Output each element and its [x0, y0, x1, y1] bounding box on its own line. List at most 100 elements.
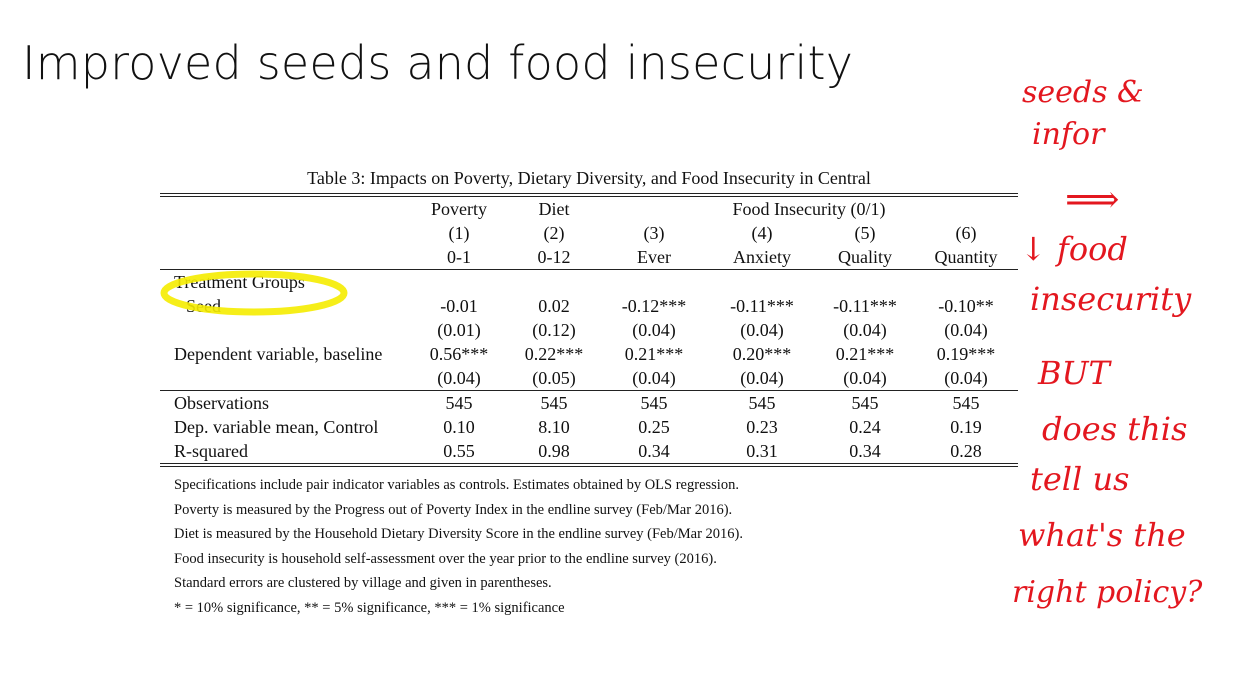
table-row: (0.04) (0.05) (0.04) (0.04) (0.04) (0.04)	[160, 366, 1018, 391]
note-line: Specifications include pair indicator va…	[174, 477, 739, 493]
table-cell: 545	[816, 390, 914, 415]
table-caption: Table 3: Impacts on Poverty, Dietary Div…	[307, 168, 871, 188]
table-cell: 0.21***	[835, 344, 895, 364]
header-subhead: Ever	[637, 247, 671, 267]
table-row: (0.01) (0.12) (0.04) (0.04) (0.04) (0.04)	[160, 318, 1018, 342]
handwritten-annotation: seeds & infor ⟹ ↓ food insecurity BUT do…	[1012, 75, 1203, 610]
table-cell: -0.11***	[833, 296, 897, 316]
annotation-line: right policy?	[1012, 575, 1203, 610]
table-cell: 0.56***	[429, 344, 489, 364]
table-cell: 0.24	[849, 417, 881, 437]
table-cell: 0.02	[538, 296, 570, 316]
row-label	[160, 366, 410, 391]
table-cell: 0.19***	[936, 344, 996, 364]
note-line: Diet is measured by the Household Dietar…	[174, 526, 743, 542]
header-group-diet: Diet	[538, 199, 570, 219]
header-blank	[160, 197, 410, 221]
table-cell: (0.04)	[740, 368, 784, 388]
header-row-groups: Poverty Diet Food Insecurity (0/1)	[160, 197, 1018, 221]
table-cell: (0.04)	[437, 368, 481, 388]
results-table: Table 3: Impacts on Poverty, Dietary Div…	[160, 168, 1018, 620]
table-cell: (0.12)	[532, 320, 576, 340]
table-cell: -0.11***	[730, 296, 794, 316]
note-line: Food insecurity is household self-assess…	[174, 550, 717, 567]
table-cell: -0.12***	[621, 296, 687, 316]
table-row: Dependent variable, baseline 0.56*** 0.22*…	[160, 342, 1018, 366]
table-cell: 0.31	[746, 441, 778, 461]
header-subhead: Anxiety	[733, 247, 791, 267]
table-notes: Specifications include pair indicator va…	[160, 473, 1018, 620]
note-line: * = 10% significance, ** = 5% significan…	[174, 599, 565, 616]
row-label: Dep. variable mean, Control	[174, 417, 379, 437]
table-cell: 0.55	[443, 441, 475, 461]
header-row-numbers: (1) (2) (3) (4) (5) (6)	[160, 221, 1018, 245]
header-group-poverty: Poverty	[431, 199, 487, 219]
row-label	[160, 318, 410, 342]
header-number: (1)	[448, 223, 470, 243]
table-cell: 0.19	[950, 417, 982, 437]
row-label: Seed	[186, 296, 221, 316]
header-number: (5)	[854, 223, 876, 243]
table-body: Seed -0.01 0.02 -0.12*** -0.11*** -0.11*** -0.…	[160, 294, 1018, 463]
table-cell: (0.04)	[843, 320, 887, 340]
table-cell: (0.04)	[944, 368, 988, 388]
section-row: Treatment Groups	[160, 269, 1018, 294]
annotation-arrow: ⟹	[1065, 177, 1119, 221]
table-cell: 0.23	[746, 417, 778, 437]
table-cell: -0.01	[440, 296, 478, 316]
header-number: (2)	[543, 223, 565, 243]
top-double-rule	[160, 193, 1018, 197]
table-cell: (0.04)	[632, 368, 676, 388]
section-label: Treatment Groups	[160, 269, 1018, 294]
table-row: Seed -0.01 0.02 -0.12*** -0.11*** -0.11*** -0.…	[160, 294, 1018, 318]
table-cell: -0.10**	[938, 296, 994, 316]
table-row: Observations 545 545 545 545 545 545	[160, 390, 1018, 415]
annotation-line: BUT	[1037, 354, 1112, 392]
annotation-line: tell us	[1030, 460, 1129, 498]
table-cell: 0.28	[950, 441, 982, 461]
annotation-line: infor	[1032, 117, 1106, 152]
annotation-line: what's the	[1018, 516, 1186, 554]
annotation-line: insecurity	[1030, 280, 1192, 318]
table-cell: 0.20***	[732, 344, 792, 364]
row-label: Observations	[160, 390, 410, 415]
table-cell: 0.21***	[624, 344, 684, 364]
annotation-line: does this	[1042, 410, 1187, 448]
note-line: Poverty is measured by the Progress out …	[174, 501, 733, 518]
table-cell: 545	[914, 390, 1018, 415]
table-cell: 545	[508, 390, 600, 415]
table-cell: (0.04)	[740, 320, 784, 340]
table-cell: 0.34	[849, 441, 881, 461]
header-group-food-insecurity: Food Insecurity (0/1)	[732, 199, 886, 219]
table-cell: (0.04)	[843, 368, 887, 388]
table-cell: (0.01)	[437, 320, 481, 340]
header-subhead: Quality	[838, 247, 892, 267]
table-row: R-squared 0.55 0.98 0.34 0.31 0.34 0.28	[160, 439, 1018, 463]
bottom-double-rule	[160, 463, 1018, 467]
table-cell: 0.98	[538, 441, 570, 461]
table-cell: 0.22***	[524, 344, 584, 364]
header-subhead: 0-12	[537, 247, 571, 267]
table-cell: 0.25	[638, 417, 670, 437]
header-number: (4)	[751, 223, 773, 243]
note-line: Standard errors are clustered by village…	[174, 575, 552, 591]
annotation-line: seeds &	[1022, 75, 1144, 110]
table-cell: 545	[708, 390, 816, 415]
table-row: Dep. variable mean, Control 0.10 8.10 0.25 0…	[160, 415, 1018, 439]
row-label: R-squared	[174, 441, 248, 461]
row-label: Dependent variable, baseline	[174, 344, 383, 364]
table-cell: (0.04)	[944, 320, 988, 340]
table-cell: 545	[600, 390, 708, 415]
annotation-line: ↓ food	[1020, 230, 1128, 268]
table-cell: (0.05)	[532, 368, 576, 388]
header-row-subheads: 0-1 0-12 Ever Anxiety Quality Quantity	[160, 245, 1018, 270]
header-number: (3)	[643, 223, 665, 243]
table-cell: 545	[410, 390, 508, 415]
header-subhead: Quantity	[934, 247, 998, 267]
regression-table: Poverty Diet Food Insecurity (0/1) (1) (…	[160, 197, 1018, 463]
slide-title: Improved seeds and food insecurity	[22, 36, 854, 90]
table-cell: 0.10	[443, 417, 475, 437]
table-cell: 0.34	[638, 441, 670, 461]
table-cell: (0.04)	[632, 320, 676, 340]
header-subhead: 0-1	[447, 247, 471, 267]
